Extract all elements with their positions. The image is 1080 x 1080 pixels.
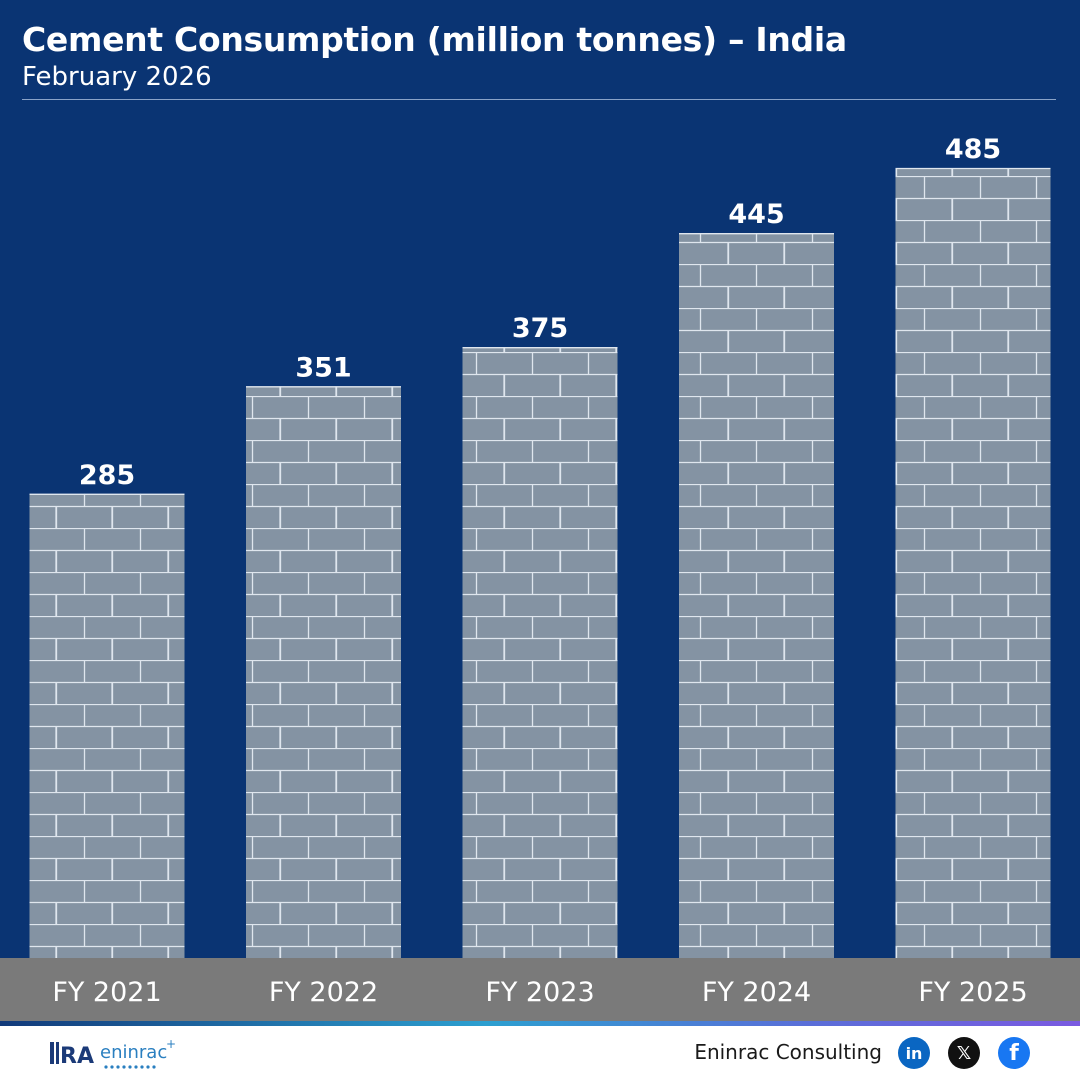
linkedin-icon[interactable]: in [898, 1037, 930, 1069]
logo-wordmark: eninrac [100, 1042, 167, 1063]
x-tick-label: FY 2024 [702, 977, 811, 1008]
x-twitter-icon[interactable]: 𝕏 [948, 1037, 980, 1069]
data-label: 445 [728, 199, 784, 230]
bars-group: 285 FY 2021 351 FY 2022 375 FY 2023 445 FY 2024… [29, 134, 1051, 1008]
x-tick-label: FY 2021 [52, 977, 161, 1008]
brand-name: Eninrac Consulting [694, 1040, 882, 1064]
data-label: 351 [295, 352, 351, 383]
data-label: 375 [512, 313, 568, 344]
bar-fy-2022 [246, 386, 401, 958]
svg-text:+: + [166, 1037, 176, 1051]
logo-mark: RA [60, 1044, 94, 1069]
eninrac-logo: RA eninrac + [50, 1037, 176, 1069]
bar-fy-2025 [895, 168, 1051, 958]
chart-title: Cement Consumption (million tonnes) – In… [22, 20, 847, 59]
bar-chart: 285 FY 2021 351 FY 2022 375 FY 2023 445 FY 2024… [29, 134, 1051, 1008]
bar-fy-2023 [462, 347, 618, 958]
bar-fy-2021 [29, 493, 185, 958]
x-axis-band [0, 958, 1080, 1022]
x-tick-label: FY 2022 [269, 977, 378, 1008]
chart-subtitle: February 2026 [22, 62, 212, 92]
x-tick-label: FY 2025 [918, 977, 1027, 1008]
bar-fy-2024 [679, 233, 834, 958]
header-divider [22, 99, 1056, 100]
footer-accent-stripe [0, 1021, 1080, 1026]
facebook-icon[interactable]: f [998, 1037, 1030, 1069]
footer: RA eninrac + Eninrac Consulting in 𝕏 f [0, 1026, 1080, 1080]
x-tick-label: FY 2023 [485, 977, 594, 1008]
data-label: 485 [945, 134, 1001, 165]
data-label: 285 [79, 460, 135, 491]
